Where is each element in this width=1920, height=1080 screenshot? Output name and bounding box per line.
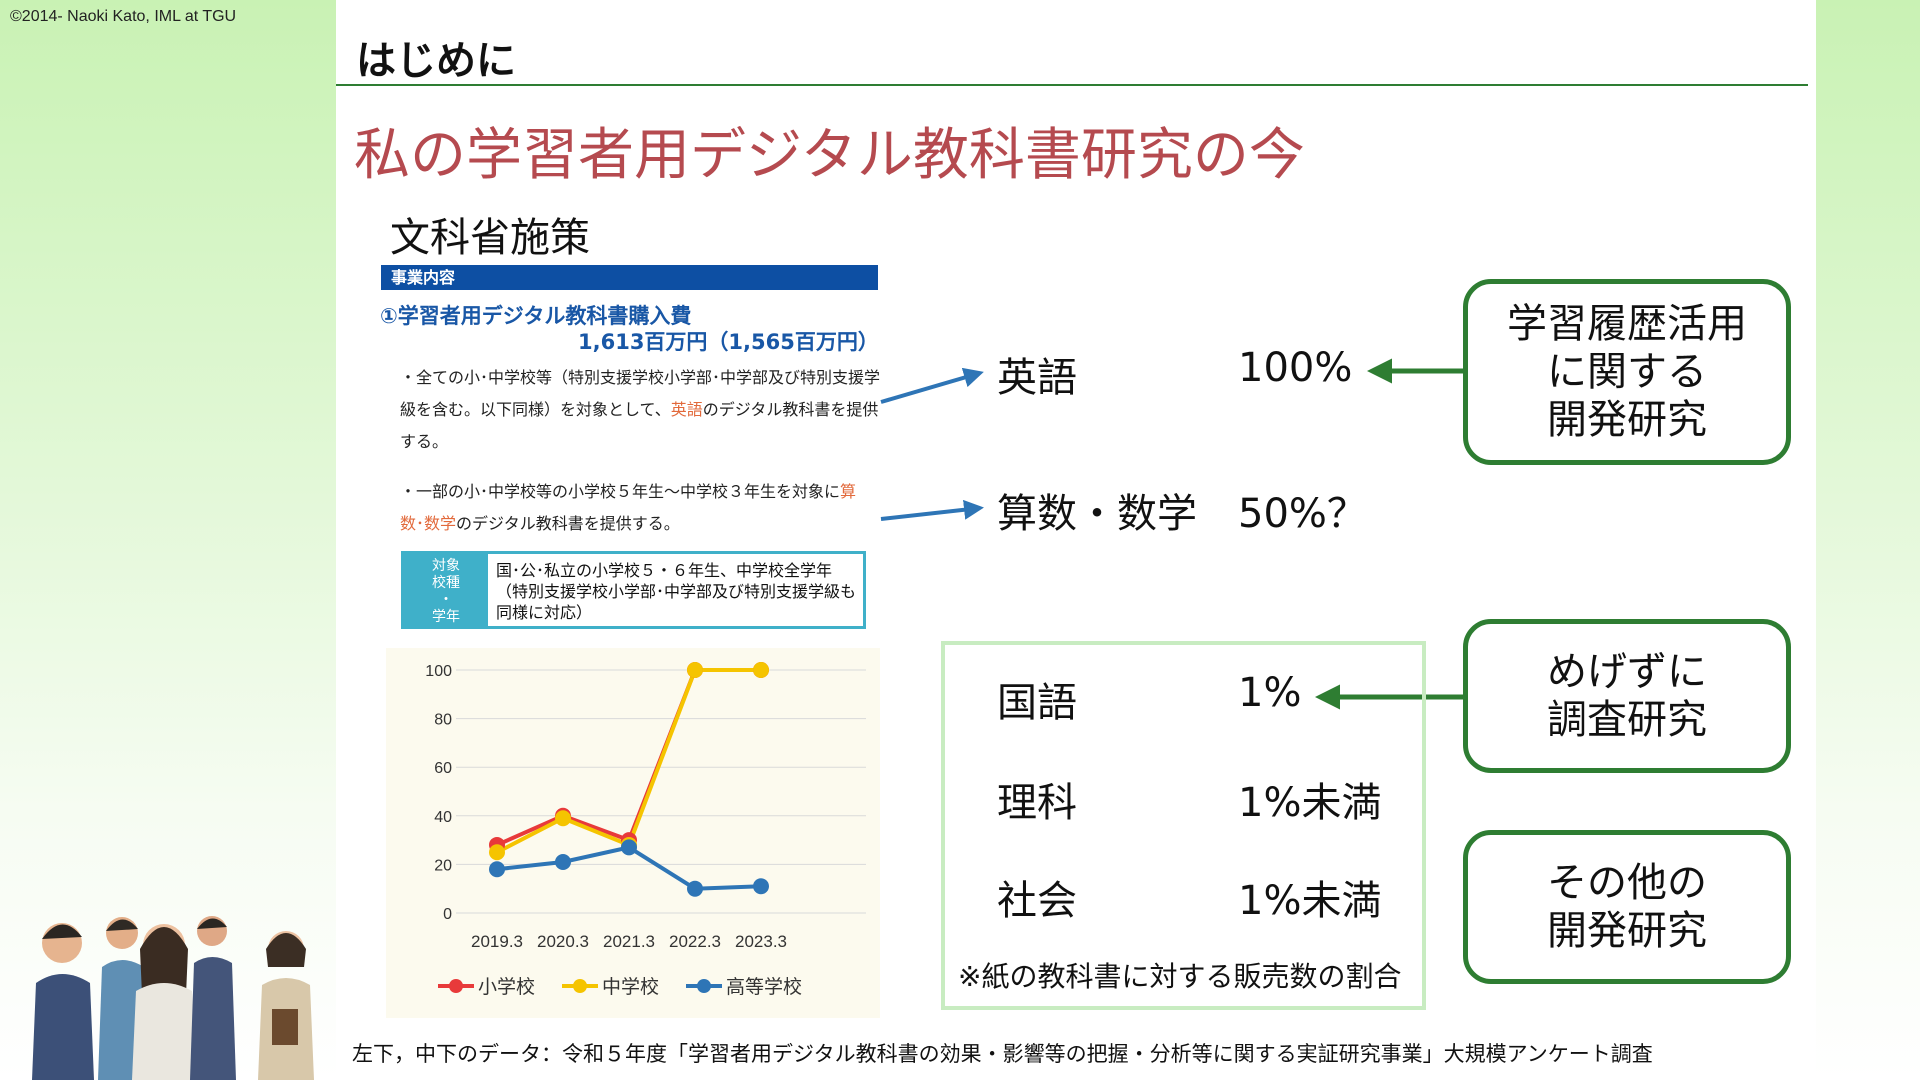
line-chart: 0 20 40 60 80 100 2019.3 2020.3 2021.3 2022.3 2023… bbox=[386, 648, 880, 1018]
sales-ratio-note: ※紙の教科書に対する販売数の割合 bbox=[958, 960, 1402, 993]
left-gradient-panel bbox=[0, 0, 336, 1080]
policy-bar: 事業内容 bbox=[381, 265, 878, 290]
data-point bbox=[621, 839, 637, 856]
highlight-english: 英語 bbox=[670, 400, 703, 419]
y-tick-label: 0 bbox=[443, 906, 452, 923]
data-point bbox=[555, 810, 571, 827]
y-tick-label: 20 bbox=[434, 857, 452, 874]
data-point bbox=[687, 662, 703, 678]
x-tick-label: 2019.3 bbox=[471, 932, 523, 951]
legend-marker bbox=[573, 979, 587, 993]
target-box: 対象 校種 ・ 学年 国･公･私立の小学校５・６年生、中学校全学年（特別支援学校… bbox=[401, 551, 866, 629]
pct-japanese: 1% bbox=[1238, 670, 1302, 716]
student-figure-4 bbox=[190, 916, 236, 1080]
subject-japanese: 国語 bbox=[997, 680, 1077, 726]
y-tick-label: 40 bbox=[434, 809, 452, 826]
legend-label: 中学校 bbox=[602, 976, 659, 998]
pct-social: 1%未満 bbox=[1238, 878, 1382, 924]
data-point bbox=[489, 861, 505, 878]
section-title: 文科省施策 bbox=[390, 215, 590, 261]
policy-bullet-english: ・全ての小･中学校等（特別支援学校小学部･中学部及び特別支援学級を含む。以下同様… bbox=[400, 368, 881, 451]
legend-marker bbox=[449, 979, 463, 993]
x-tick-label: 2021.3 bbox=[603, 932, 655, 951]
policy-bullet-math: ・一部の小･中学校等の小学校５年生～中学校３年生を対象に算数･数学のデジタル教科… bbox=[400, 482, 857, 533]
x-tick-label: 2023.3 bbox=[735, 932, 787, 951]
slide-main-title: 私の学習者用デジタル教科書研究の今 bbox=[354, 123, 1305, 188]
right-gradient-panel bbox=[1816, 0, 1920, 1080]
target-text: 国･公･私立の小学校５・６年生、中学校全学年（特別支援学校小学部･中学部及び特別… bbox=[496, 561, 857, 622]
low-usage-box bbox=[941, 641, 1426, 1010]
subject-science: 理科 bbox=[997, 780, 1077, 826]
line-chart-svg: 0 20 40 60 80 100 2019.3 2020.3 2021.3 2022.3 2023… bbox=[425, 662, 866, 998]
y-tick-label: 100 bbox=[425, 663, 452, 680]
arrow-to-english bbox=[880, 367, 984, 404]
pct-math: 50%？ bbox=[1238, 491, 1367, 537]
subject-english: 英語 bbox=[997, 355, 1077, 401]
research-box-survey: めげずに 調査研究 bbox=[1463, 619, 1791, 773]
pct-science: 1%未満 bbox=[1238, 780, 1382, 826]
pct-english: 100% bbox=[1238, 345, 1353, 391]
data-point bbox=[753, 878, 769, 895]
data-point bbox=[687, 880, 703, 897]
arrow-to-math bbox=[880, 499, 984, 521]
subject-social: 社会 bbox=[997, 878, 1077, 924]
x-tick-label: 2020.3 bbox=[537, 932, 589, 951]
legend-label: 小学校 bbox=[478, 976, 535, 998]
subject-math: 算数・数学 bbox=[997, 491, 1197, 537]
student-figure-3 bbox=[132, 924, 198, 1080]
highlight-math: 算数･数学 bbox=[400, 482, 857, 533]
data-point bbox=[753, 662, 769, 678]
header-divider bbox=[336, 84, 1808, 86]
y-tick-label: 60 bbox=[434, 760, 452, 777]
research-box-learning-history: 学習履歴活用 に関する 開発研究 bbox=[1463, 279, 1791, 465]
policy-item-title: ①学習者用デジタル教科書購入費 bbox=[380, 304, 692, 328]
policy-item-budget: 1,613百万円（1,565百万円） bbox=[578, 330, 879, 354]
copyright: ©2014- Naoki Kato, IML at TGU bbox=[10, 8, 237, 25]
student-figure-1 bbox=[32, 923, 94, 1080]
research-box-other: その他の 開発研究 bbox=[1463, 830, 1791, 984]
data-source-footer: 左下，中下のデータ：令和５年度「学習者用デジタル教科書の効果・影響等の把握・分析… bbox=[352, 1042, 1653, 1066]
legend-label: 高等学校 bbox=[726, 976, 802, 998]
data-point bbox=[489, 844, 505, 861]
target-label: 対象 校種 ・ 学年 bbox=[404, 554, 488, 626]
data-point bbox=[555, 853, 571, 870]
legend-marker bbox=[697, 979, 711, 993]
students-illustration bbox=[32, 916, 314, 1080]
y-tick-label: 80 bbox=[434, 712, 452, 729]
x-tick-label: 2022.3 bbox=[669, 932, 721, 951]
slide-header-title: はじめに bbox=[356, 38, 516, 84]
student-figure-5 bbox=[258, 931, 314, 1080]
